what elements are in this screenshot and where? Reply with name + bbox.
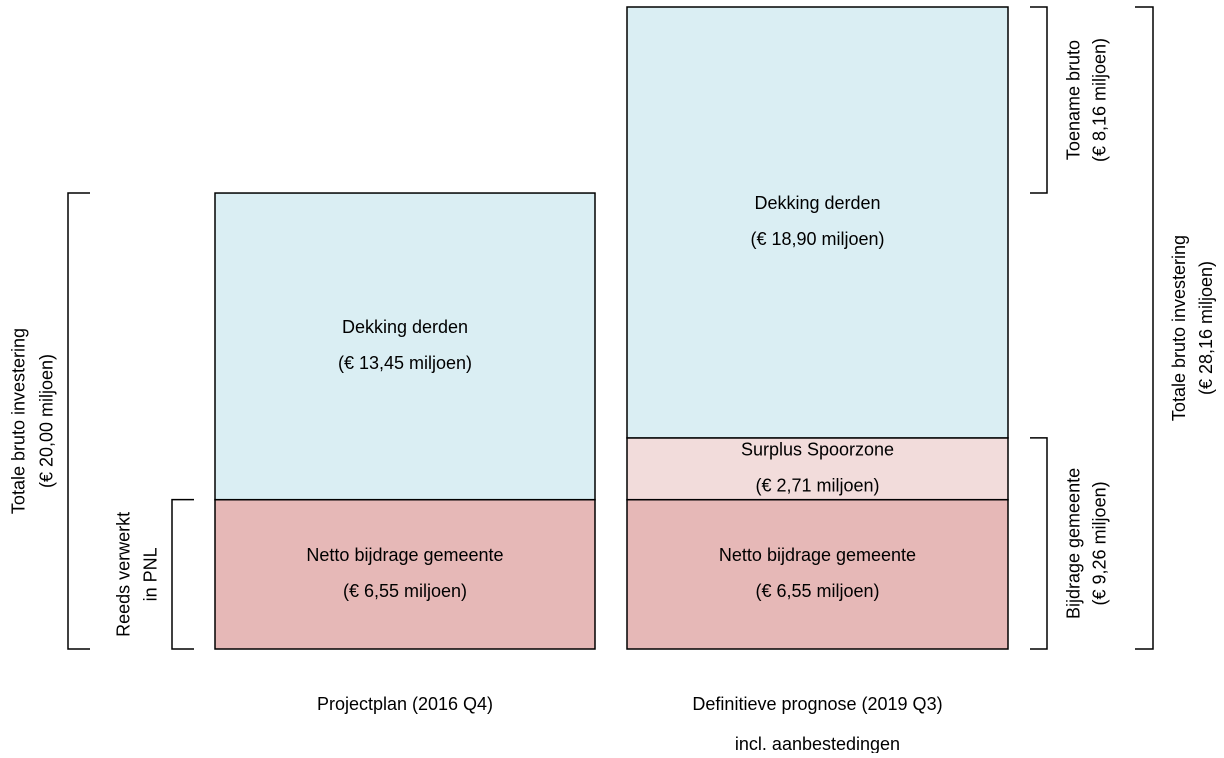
bar-segment — [626, 6, 1009, 439]
category-label: Definitieve prognose (2019 Q3) — [692, 694, 942, 714]
segment-value: (€ 2,71 miljoen) — [755, 476, 879, 496]
bracket-label: Toename bruto — [1064, 40, 1084, 160]
bar-segment — [626, 498, 1009, 650]
category-label: Projectplan (2016 Q4) — [317, 694, 493, 714]
bracket-label: Reeds verwerkt — [114, 512, 134, 637]
bracket-label: (€ 28,16 miljoen) — [1196, 261, 1216, 395]
segment-value: (€ 18,90 miljoen) — [750, 229, 884, 249]
segment-name: Netto bijdrage gemeente — [306, 545, 503, 565]
segment-name: Dekking derden — [342, 317, 468, 337]
segment-value: (€ 6,55 miljoen) — [755, 581, 879, 601]
bracket-label: Totale bruto investering — [1169, 235, 1189, 421]
bracket — [1030, 437, 1048, 650]
bar-segment — [214, 192, 596, 501]
bracket-label: (€ 20,00 miljoen) — [37, 354, 57, 488]
bracket-label: Totale bruto investering — [9, 328, 29, 514]
bracket-label: (€ 9,26 miljoen) — [1090, 481, 1110, 605]
segment-name: Netto bijdrage gemeente — [719, 545, 916, 565]
bracket — [171, 498, 194, 650]
segment-name: Surplus Spoorzone — [741, 440, 894, 460]
bracket-label: in PNL — [141, 547, 161, 601]
segment-value: (€ 6,55 miljoen) — [343, 581, 467, 601]
bracket-label: (€ 8,16 miljoen) — [1090, 38, 1110, 162]
bracket — [67, 192, 90, 650]
bracket — [1135, 6, 1154, 650]
bracket-label: Bijdrage gemeente — [1064, 468, 1084, 619]
segment-value: (€ 13,45 miljoen) — [338, 353, 472, 373]
category-label: incl. aanbestedingen — [735, 734, 900, 753]
bar-segment — [626, 437, 1009, 501]
bar-segment — [214, 498, 596, 650]
segment-name: Dekking derden — [754, 193, 880, 213]
bracket — [1030, 6, 1048, 194]
